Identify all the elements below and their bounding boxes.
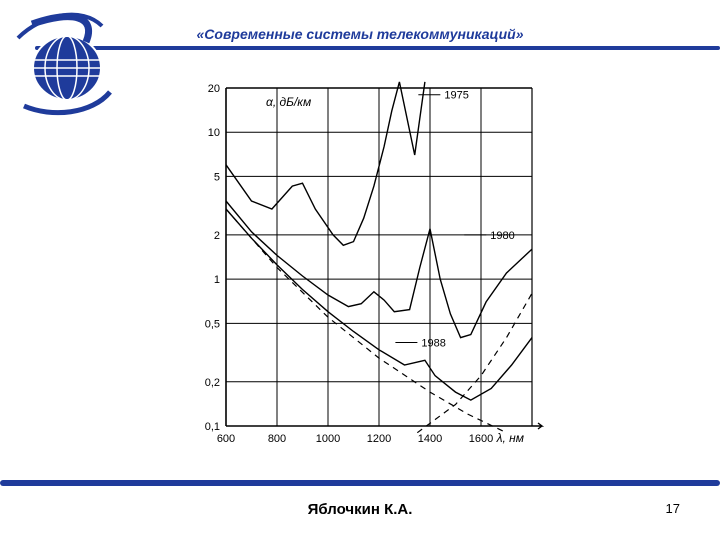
svg-text:10: 10 xyxy=(208,127,220,139)
svg-text:λ, нм: λ, нм xyxy=(496,431,524,445)
svg-text:800: 800 xyxy=(268,433,286,445)
svg-text:1200: 1200 xyxy=(367,433,391,445)
series-infrared xyxy=(417,293,532,432)
svg-text:1980: 1980 xyxy=(490,230,514,242)
attenuation-chart: 0,1 0,2 0,5 1 2 5 10 20 600 800 1000 1200 1400 1600 α,… xyxy=(180,78,550,468)
series-1975 xyxy=(226,82,425,245)
logo xyxy=(12,6,122,116)
svg-text:2: 2 xyxy=(214,230,220,242)
footer-author: Яблочкин К.А. xyxy=(0,501,720,518)
series-rayleigh xyxy=(226,209,507,433)
svg-text:1000: 1000 xyxy=(316,433,340,445)
svg-text:0,1: 0,1 xyxy=(205,421,220,433)
svg-text:0,5: 0,5 xyxy=(205,318,220,330)
footer-rule xyxy=(0,480,720,486)
svg-text:1400: 1400 xyxy=(418,433,442,445)
svg-text:1975: 1975 xyxy=(444,90,468,102)
header-rule xyxy=(35,46,720,50)
svg-text:5: 5 xyxy=(214,171,220,183)
page-number: 17 xyxy=(666,501,680,516)
svg-text:1988: 1988 xyxy=(421,338,445,350)
svg-text:1600: 1600 xyxy=(469,433,493,445)
logo-globe-icon xyxy=(18,15,110,113)
chart-svg: 0,1 0,2 0,5 1 2 5 10 20 600 800 1000 1200 1400 1600 α,… xyxy=(180,78,550,468)
svg-text:α, дБ/км: α, дБ/км xyxy=(266,95,311,109)
svg-text:20: 20 xyxy=(208,83,220,95)
svg-text:1: 1 xyxy=(214,274,220,286)
svg-text:0,2: 0,2 xyxy=(205,377,220,389)
slide: «Современные системы телекоммуникаций» 0… xyxy=(0,0,720,540)
svg-text:600: 600 xyxy=(217,433,235,445)
